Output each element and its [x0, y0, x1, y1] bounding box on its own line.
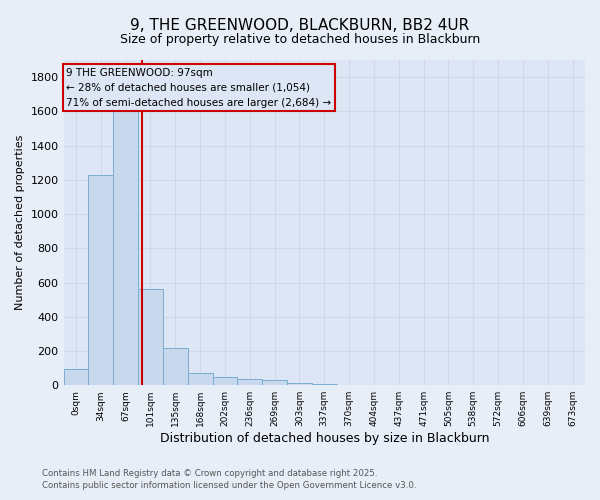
Text: Contains HM Land Registry data © Crown copyright and database right 2025.: Contains HM Land Registry data © Crown c…: [42, 468, 377, 477]
Bar: [138, 290, 163, 385]
Bar: [163, 348, 188, 385]
Bar: [113, 108, 138, 385]
Bar: [212, 377, 238, 385]
Bar: [287, 384, 312, 385]
Bar: [262, 380, 287, 385]
Bar: [88, 174, 113, 385]
Text: Contains public sector information licensed under the Open Government Licence v3: Contains public sector information licen…: [42, 481, 416, 490]
X-axis label: Distribution of detached houses by size in Blackburn: Distribution of detached houses by size …: [160, 432, 489, 445]
Bar: [188, 373, 212, 385]
Y-axis label: Number of detached properties: Number of detached properties: [15, 135, 25, 310]
Text: 9 THE GREENWOOD: 97sqm
← 28% of detached houses are smaller (1,054)
71% of semi-: 9 THE GREENWOOD: 97sqm ← 28% of detached…: [66, 68, 331, 108]
Bar: [238, 378, 262, 385]
Bar: [312, 384, 337, 385]
Bar: [64, 369, 88, 385]
Text: 9, THE GREENWOOD, BLACKBURN, BB2 4UR: 9, THE GREENWOOD, BLACKBURN, BB2 4UR: [130, 18, 470, 32]
Text: Size of property relative to detached houses in Blackburn: Size of property relative to detached ho…: [120, 32, 480, 46]
